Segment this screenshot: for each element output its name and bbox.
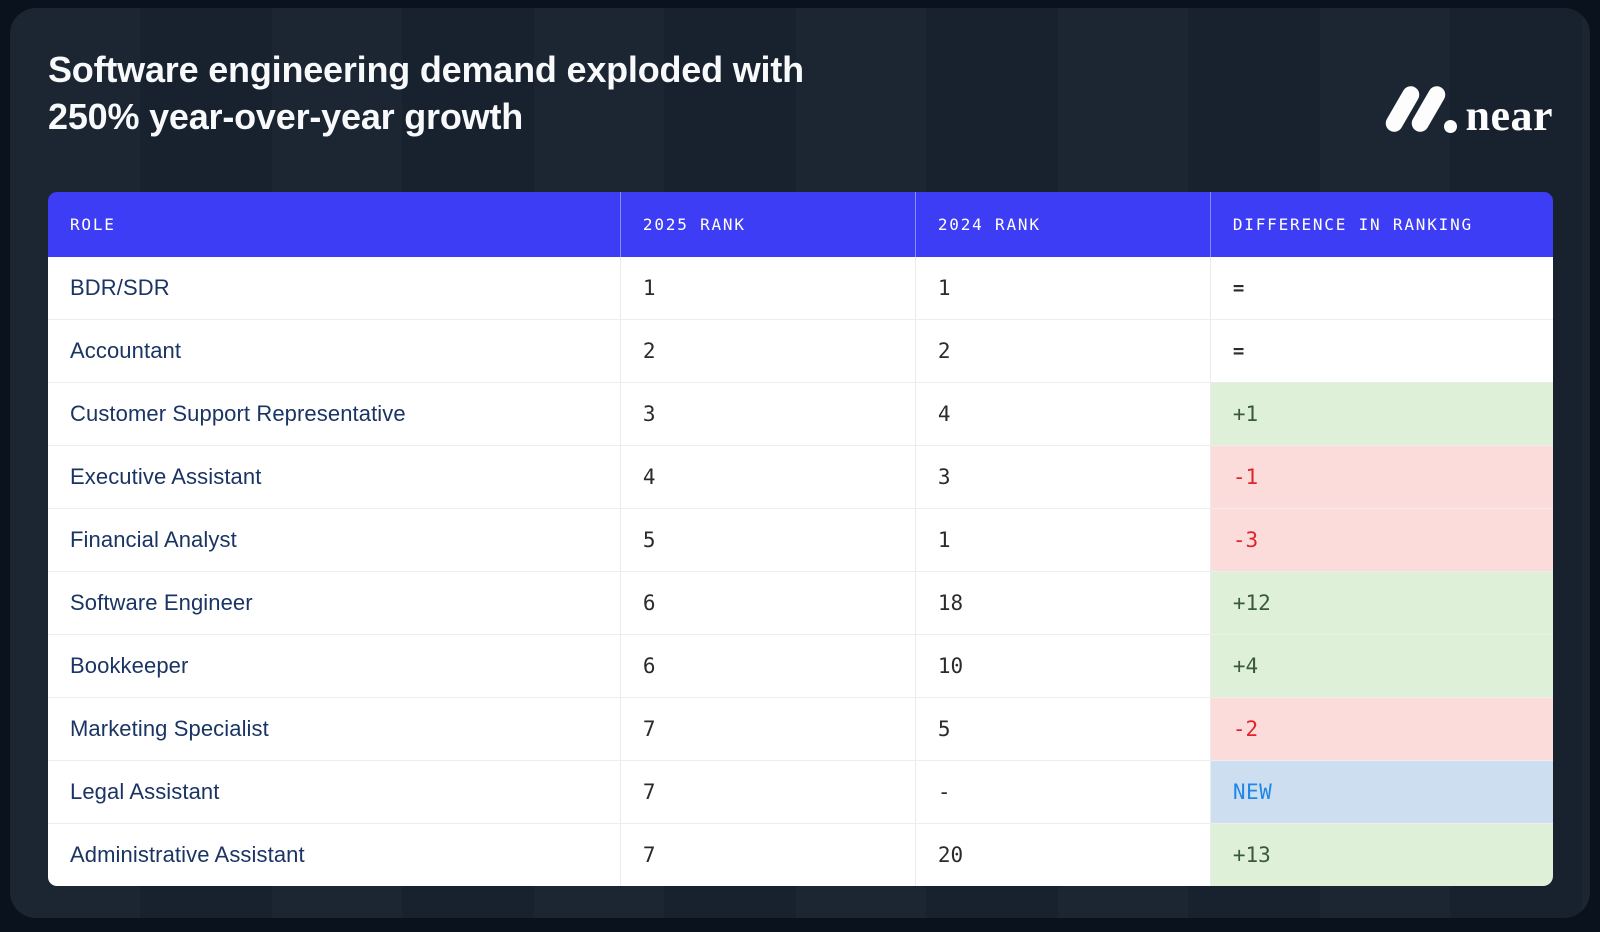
table-row: Executive Assistant 4 3 -1 bbox=[48, 445, 1553, 508]
role-cell: Software Engineer bbox=[48, 571, 620, 634]
table-row: Software Engineer 6 18 +12 bbox=[48, 571, 1553, 634]
table-row: BDR/SDR 1 1 = bbox=[48, 257, 1553, 319]
table-body: BDR/SDR 1 1 = Accountant 2 2 = Customer … bbox=[48, 257, 1553, 886]
diff-cell: = bbox=[1209, 319, 1553, 382]
rank-2024-cell: 4 bbox=[914, 382, 1210, 445]
role-cell: Customer Support Representative bbox=[48, 382, 620, 445]
role-cell: Executive Assistant bbox=[48, 445, 620, 508]
role-cell: BDR/SDR bbox=[48, 257, 620, 319]
logo-dot-icon bbox=[1444, 120, 1458, 133]
diff-cell: = bbox=[1209, 257, 1553, 319]
table-row: Legal Assistant 7 - NEW bbox=[48, 760, 1553, 823]
logo-wordmark: near bbox=[1465, 91, 1553, 140]
diff-cell: -1 bbox=[1209, 445, 1553, 508]
rank-2024-cell: 5 bbox=[914, 697, 1210, 760]
rank-2024-cell: 3 bbox=[914, 445, 1210, 508]
table-row: Customer Support Representative 3 4 +1 bbox=[48, 382, 1553, 445]
header-row: ROLE 2025 RANK 2024 RANK DIFFERENCE IN R… bbox=[48, 192, 1553, 257]
near-logo-icon bbox=[1383, 83, 1458, 135]
rank-2025-cell: 7 bbox=[619, 760, 915, 823]
table-row: Administrative Assistant 7 20 +13 bbox=[48, 823, 1553, 886]
diff-cell: +1 bbox=[1209, 382, 1553, 445]
role-cell: Financial Analyst bbox=[48, 508, 620, 571]
table-header: ROLE 2025 RANK 2024 RANK DIFFERENCE IN R… bbox=[48, 192, 1553, 257]
diff-cell: NEW bbox=[1209, 760, 1553, 823]
role-cell: Administrative Assistant bbox=[48, 823, 620, 886]
role-cell: Marketing Specialist bbox=[48, 697, 620, 760]
role-cell: Legal Assistant bbox=[48, 760, 620, 823]
column-header-2025-rank: 2025 RANK bbox=[619, 192, 915, 257]
table-row: Financial Analyst 5 1 -3 bbox=[48, 508, 1553, 571]
diff-cell: -3 bbox=[1209, 508, 1553, 571]
rank-2024-cell: 1 bbox=[914, 257, 1210, 319]
rank-2024-cell: 10 bbox=[914, 634, 1210, 697]
title-line-2: 250% year-over-year growth bbox=[48, 96, 524, 137]
rank-2025-cell: 2 bbox=[619, 319, 915, 382]
diff-cell: +12 bbox=[1209, 571, 1553, 634]
table-row: Accountant 2 2 = bbox=[48, 319, 1553, 382]
rank-2024-cell: - bbox=[914, 760, 1210, 823]
rank-2025-cell: 4 bbox=[619, 445, 915, 508]
rank-2025-cell: 1 bbox=[619, 257, 915, 319]
rank-2025-cell: 6 bbox=[619, 571, 915, 634]
rank-2025-cell: 6 bbox=[619, 634, 915, 697]
rank-2024-cell: 2 bbox=[914, 319, 1210, 382]
rank-2025-cell: 7 bbox=[619, 823, 915, 886]
diff-cell: +4 bbox=[1209, 634, 1553, 697]
role-cell: Bookkeeper bbox=[48, 634, 620, 697]
table-row: Marketing Specialist 7 5 -2 bbox=[48, 697, 1553, 760]
card-background: Software engineering demand exploded wit… bbox=[10, 8, 1590, 918]
table-row: Bookkeeper 6 10 +4 bbox=[48, 634, 1553, 697]
title-line-1: Software engineering demand exploded wit… bbox=[48, 49, 804, 90]
ranking-table: ROLE 2025 RANK 2024 RANK DIFFERENCE IN R… bbox=[48, 192, 1553, 886]
diff-cell: -2 bbox=[1209, 697, 1553, 760]
rank-2024-cell: 20 bbox=[914, 823, 1210, 886]
near-logo: near bbox=[1383, 83, 1553, 138]
column-header-role: ROLE bbox=[48, 192, 620, 257]
rank-2025-cell: 7 bbox=[619, 697, 915, 760]
rank-2024-cell: 18 bbox=[914, 571, 1210, 634]
column-header-2024-rank: 2024 RANK bbox=[914, 192, 1210, 257]
diff-cell: +13 bbox=[1209, 823, 1553, 886]
rank-2025-cell: 5 bbox=[619, 508, 915, 571]
role-cell: Accountant bbox=[48, 319, 620, 382]
rank-2024-cell: 1 bbox=[914, 508, 1210, 571]
ranking-table-grid: ROLE 2025 RANK 2024 RANK DIFFERENCE IN R… bbox=[48, 192, 1553, 886]
page-title: Software engineering demand exploded wit… bbox=[48, 46, 804, 140]
rank-2025-cell: 3 bbox=[619, 382, 915, 445]
column-header-difference: DIFFERENCE IN RANKING bbox=[1209, 192, 1553, 257]
